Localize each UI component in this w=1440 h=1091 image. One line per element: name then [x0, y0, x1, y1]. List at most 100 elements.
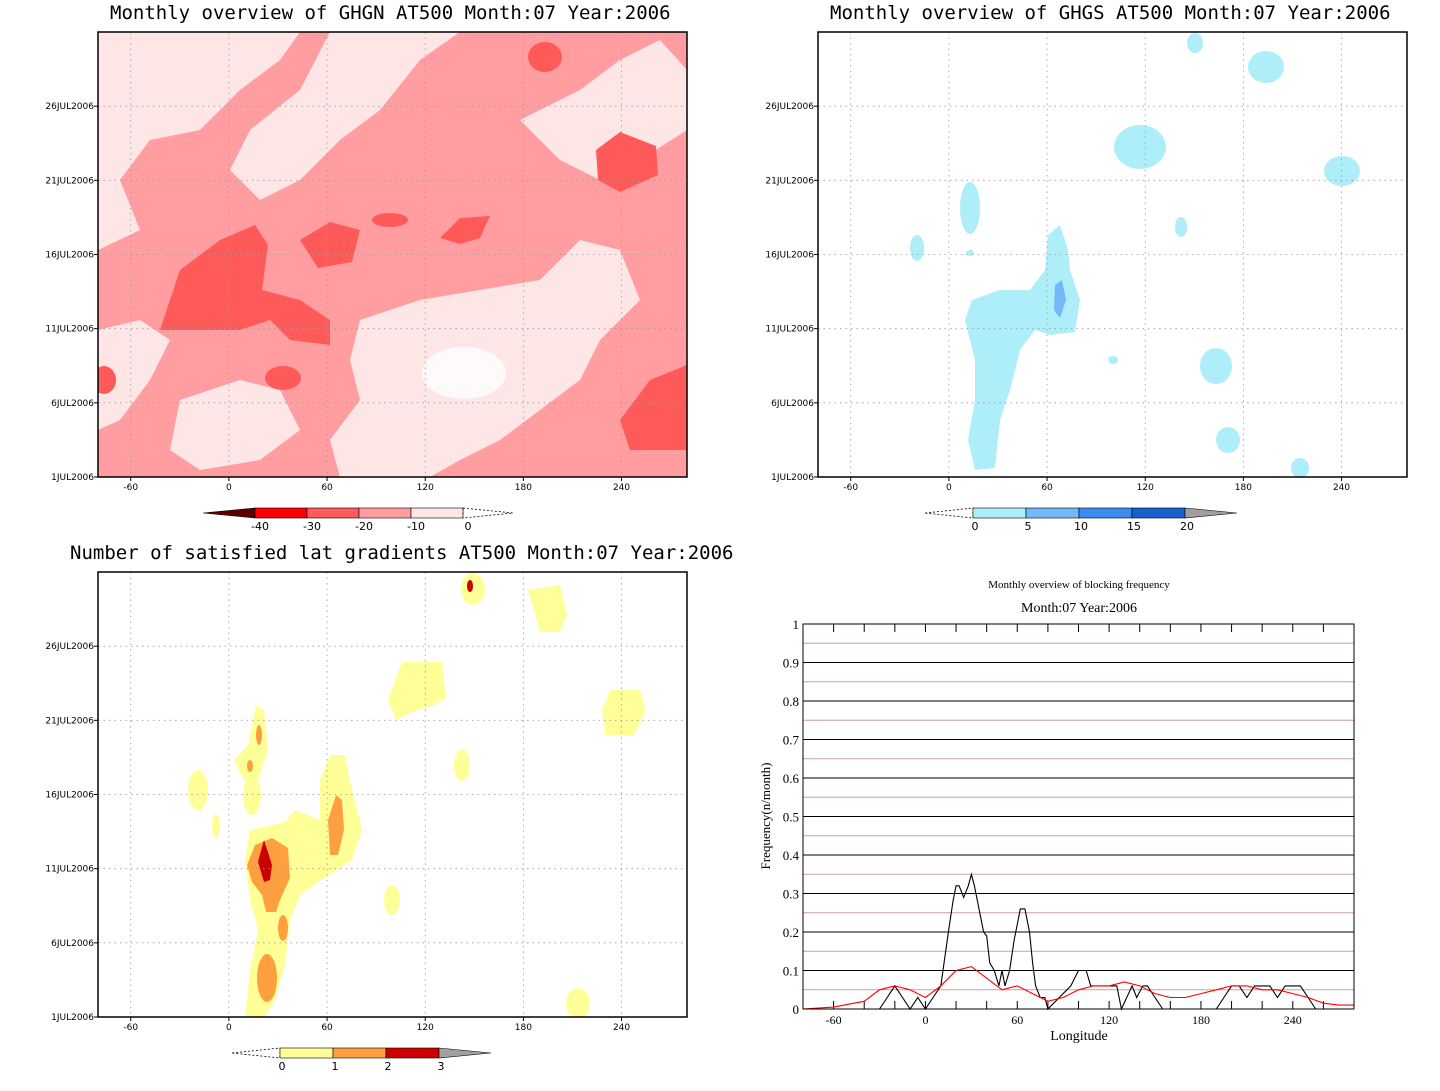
ghgs-title: Monthly overview of GHGS AT500 Month:07 … [830, 2, 1391, 24]
gradients-title: Number of satisfied lat gradients AT500 … [70, 542, 734, 564]
gradients-ytick-label: 6JUL2006 [51, 939, 94, 949]
ghgs-contour-light [1248, 51, 1284, 83]
gradients-contour-1 [212, 814, 220, 838]
ghgn-colorbar-label: -20 [355, 520, 373, 533]
ghgn-title: Monthly overview of GHGN AT500 Month:07 … [110, 2, 671, 24]
gradients-ytick-label: 16JUL2006 [45, 791, 94, 801]
gradients-colorbar-segment [385, 1047, 440, 1059]
ghgn-colorbar-segment [358, 507, 412, 519]
ghgs-contour-light [1324, 156, 1360, 186]
gradients-contour-1 [234, 705, 268, 780]
ghgs-contour-light [1108, 356, 1118, 364]
blocking-ylabel: Frequency(n/month) [758, 763, 773, 870]
blocking-subtitle: Month:07 Year:2006 [1021, 601, 1137, 616]
ghgn-colorbar-triangle [202, 507, 256, 519]
gradients-colorbar-segment [279, 1047, 334, 1059]
ghgn-xtick-label: 240 [613, 483, 630, 493]
blocking-xtick-label: 60 [1011, 1013, 1023, 1027]
gradients-contour-1 [454, 749, 470, 781]
blocking-xtick-label: -60 [826, 1013, 842, 1027]
ghgn-contour-mid [300, 222, 360, 268]
ghgn-contour-mid [372, 213, 408, 227]
ghgs-colorbar-triangle [1184, 507, 1238, 519]
gradients-colorbar-triangle [231, 1047, 281, 1059]
ghgs-ytick-label: 21JUL2006 [765, 176, 814, 186]
blocking-ytick-label: 0.3 [783, 887, 799, 902]
gradients-ytick-label: 1JUL2006 [51, 1013, 94, 1023]
ghgn-colorbar-label: 0 [465, 520, 472, 533]
gradients-colorbar-label: 2 [385, 1060, 392, 1073]
ghgs-ytick-label: 1JUL2006 [771, 473, 814, 483]
gradients-plot [98, 572, 687, 1017]
blocking-ytick-label: 0.6 [783, 771, 800, 786]
colorbar-layer: -40 -30 -20 -10 0 0 5 10 15 200 1 2 3 [202, 507, 1238, 1073]
gradients-contour-1 [243, 775, 261, 815]
gradients-contour-2 [247, 760, 253, 772]
ghgs-contour-light [966, 250, 974, 256]
gradients-xtick-label: 120 [417, 1023, 434, 1033]
ghgn-contour-mid [528, 42, 562, 72]
ghgs-contour-light [960, 182, 980, 234]
gradients-contour-3 [258, 840, 272, 882]
ghgs-xtick-label: 180 [1235, 483, 1252, 493]
gradients-colorbar-label: 3 [438, 1060, 445, 1073]
ghgn-frame [97, 31, 688, 478]
ghgn-xtick-label: 120 [417, 483, 434, 493]
blocking-series-red [802, 966, 1354, 1010]
blocking-ytick-label: 0.8 [783, 694, 799, 709]
ghgs-contour-light [1187, 33, 1203, 53]
gradients-contour-1 [602, 690, 646, 735]
ghgs-colorbar-label: 10 [1074, 520, 1088, 533]
blocking-xtick-label: 180 [1192, 1013, 1210, 1027]
ghgn-contour-mid [160, 225, 330, 345]
blocking-plot-area: 0 0.1 0.2 0.3 0.4 0.5 0.6 0.7 0.8 0.9 1 -60 0 60 120 18… [783, 617, 1355, 1027]
ghgs-xtick-label: 240 [1333, 483, 1350, 493]
blocking-ytick-label: 0.1 [783, 964, 799, 979]
gradients-colorbar-label: 0 [279, 1060, 286, 1073]
ghgn-colorbar-segment [410, 507, 464, 519]
ghgn-xtick-label: 180 [515, 483, 532, 493]
ghgs-colorbar-triangle [924, 507, 974, 519]
gradients-xtick-label: 180 [515, 1023, 532, 1033]
ghgn-xtick-label: 0 [226, 483, 232, 493]
ghgs-plot [818, 32, 1407, 477]
gradients-xtick-label: 0 [226, 1023, 232, 1033]
ghgs-ytick-label: 16JUL2006 [765, 251, 814, 261]
ghgs-colorbar-segment [1025, 507, 1080, 519]
ghgn-ytick-label: 21JUL2006 [45, 176, 94, 186]
gradients-xtick-label: 240 [613, 1023, 630, 1033]
gradients-contour-1 [188, 770, 208, 810]
ghgs-contour-light [1114, 125, 1166, 169]
ghgs-colorbar-label: 5 [1025, 520, 1032, 533]
blocking-ytick-label: 0.9 [783, 656, 799, 671]
gradients-colorbar-label: 1 [332, 1060, 339, 1073]
gradients-contour-1 [461, 573, 485, 605]
ghgs-colorbar-segment [972, 507, 1027, 519]
blocking-ytick-label: 0.4 [783, 848, 800, 863]
ghgs-contour-light [1200, 348, 1232, 384]
blocking-ytick-label: 0.5 [783, 810, 799, 825]
ghgs-ytick-label: 11JUL2006 [765, 325, 814, 335]
ghgs-colorbar-label: 20 [1180, 520, 1194, 533]
blocking-title: Monthly overview of blocking frequency [988, 579, 1170, 591]
gradients-ytick-label: 26JUL2006 [45, 642, 94, 652]
ghgn-ytick-label: 6JUL2006 [51, 399, 94, 409]
gradients-contour-2 [256, 725, 262, 745]
blocking-ytick-label: 0 [793, 1002, 800, 1017]
ghgs-colorbar-segment [1078, 507, 1133, 519]
ghgn-contour-light [230, 32, 460, 200]
ghgn-contour-mid [98, 366, 116, 394]
blocking-ytick-label: 0.2 [783, 925, 799, 940]
gradients-contour-2 [257, 954, 277, 1002]
ghgn-colorbar-segment [254, 507, 308, 519]
gradients-xtick-label: -60 [123, 1023, 138, 1033]
blocking-chart: Monthly overview of blocking frequency M… [758, 579, 1355, 1044]
ghgn-contour-mid [440, 216, 490, 244]
ghgs-ytick-label: 6JUL2006 [771, 399, 814, 409]
ghgn-ytick-label: 11JUL2006 [45, 325, 94, 335]
gradients-contour-1 [388, 662, 446, 720]
gradients-ytick-label: 11JUL2006 [45, 865, 94, 875]
ghgs-contour-light [1216, 427, 1240, 453]
gradients-xtick-label: 60 [321, 1023, 333, 1033]
